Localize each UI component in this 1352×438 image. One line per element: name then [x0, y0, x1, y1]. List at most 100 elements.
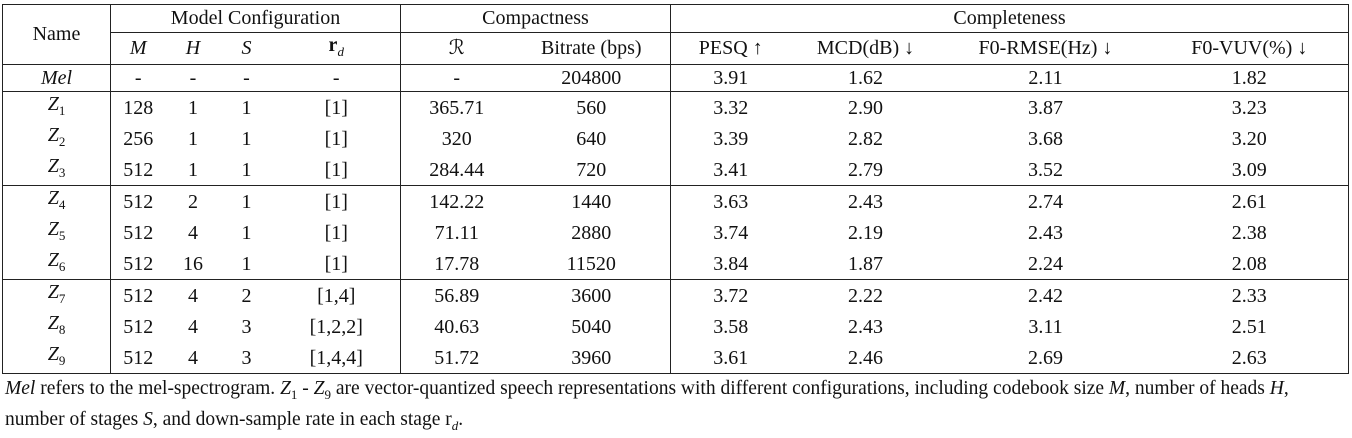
column-symbol: F0-VUV(%) ↓ — [1191, 37, 1308, 59]
caption-text: . — [458, 408, 464, 430]
name-base: Z — [47, 312, 59, 334]
table-cell: 1.87 — [790, 248, 941, 280]
table-cell: 3960 — [512, 342, 671, 374]
table-cell: 128 — [110, 91, 166, 123]
table-cell: 3.58 — [670, 311, 791, 342]
table-cell: 3 — [241, 315, 252, 338]
table-row: Z1 128 1 1 [1] 365.71 560 3.32 2.90 3.87 3.23 — [3, 91, 1349, 124]
column-symbol: F0-RMSE(Hz) ↓ — [978, 37, 1113, 59]
table-cell: 3.52 — [940, 154, 1151, 186]
name-subscript: 9 — [58, 353, 66, 368]
name-subscript: 2 — [58, 134, 66, 149]
column-header: rd — [272, 32, 401, 65]
column-header: F0-VUV(%) ↓ — [1150, 32, 1349, 65]
name-base: Z — [47, 249, 59, 271]
group-header: Name — [2, 4, 111, 65]
table-cell: 40.63 — [400, 311, 513, 342]
table-cell: [1,2,2] — [309, 315, 363, 338]
name-base: Z — [47, 218, 59, 240]
table-cell: 1 — [188, 127, 198, 150]
table-cell: 16 — [165, 248, 221, 280]
table-cell: 1 — [241, 190, 252, 213]
column-header: Bitrate (bps) — [512, 32, 671, 65]
table-cell: 3.72 — [670, 279, 791, 311]
row-name: Z1 — [3, 92, 111, 124]
row-name: Mel — [2, 64, 111, 92]
caption-text: , and down-sample rate in each stage r — [152, 408, 452, 430]
row-name: Z4 — [3, 186, 111, 218]
table-cell: 2.33 — [1231, 284, 1267, 307]
table-cell: 3.61 — [670, 342, 791, 374]
group-header: Model Configuration — [110, 4, 401, 33]
column-header: F0-RMSE(Hz) ↓ — [940, 32, 1151, 65]
table-cell: 512 — [110, 279, 166, 311]
caption-text: are vector-quantized speech representati… — [331, 378, 1109, 399]
table-cell: 56.89 — [400, 279, 513, 311]
table-cell: 2 — [188, 190, 198, 213]
caption-text: refers to the mel-spectrogram. — [35, 378, 281, 399]
row-name: Z6 — [2, 248, 111, 280]
column-symbol: S — [241, 37, 252, 59]
table-cell: 3.11 — [1028, 315, 1063, 338]
table-cell: 2.42 — [1028, 284, 1063, 307]
table-cell: 1440 — [571, 190, 612, 213]
table-cell: 1 — [220, 248, 273, 280]
table-cell: 4 — [188, 221, 198, 244]
table-cell: 1 — [220, 154, 273, 186]
table-cell: 2.51 — [1231, 315, 1267, 338]
table-cell: 3.87 — [1028, 96, 1063, 119]
row-name: Z2 — [3, 123, 111, 154]
table-cell: 720 — [512, 154, 671, 186]
table-cell: 5040 — [571, 315, 612, 338]
table-cell: 4 — [188, 284, 198, 307]
column-symbol: r — [328, 33, 338, 56]
table-cell: 1 — [241, 221, 252, 244]
results-table: Name Model Configuration Compactness Comple… — [2, 4, 1350, 374]
caption: Mel refers to the mel-spectrogram. Z1 - … — [2, 374, 1350, 438]
column-header: MCD(dB) ↓ — [790, 32, 941, 65]
table-cell: 4 — [165, 342, 221, 374]
table-cell: 3.74 — [670, 217, 791, 248]
table-row: Z2 256 1 1 [1] 320 640 3.39 2.82 3.68 3.20 — [3, 123, 1349, 154]
table-cell: 3 — [220, 342, 273, 374]
table-cell: 284.44 — [400, 154, 513, 186]
caption-text: H — [1269, 378, 1284, 399]
table-cell: 2.22 — [848, 284, 883, 307]
table-cell: [1] — [324, 221, 348, 244]
table-cell: [1] — [324, 96, 348, 119]
column-header: PESQ ↑ — [670, 32, 791, 65]
table-cell: 256 — [110, 123, 166, 154]
table-cell: 512 — [110, 154, 166, 186]
column-symbol: ℛ — [448, 37, 465, 59]
caption-text: , number of heads — [1125, 378, 1270, 399]
table-cell: 512 — [110, 311, 166, 342]
table-cell: 1 — [188, 96, 198, 119]
table-cell: 2.69 — [940, 342, 1151, 374]
table-cell: [1] — [272, 154, 401, 186]
caption-text: - — [297, 378, 314, 399]
table-cell: 2.43 — [848, 315, 883, 338]
table-cell: 1.82 — [1150, 64, 1349, 92]
table-cell: 2.74 — [1028, 190, 1063, 213]
table-cell: 3.84 — [670, 248, 791, 280]
table-cell: 2 — [241, 284, 252, 307]
table-cell: 365.71 — [400, 91, 513, 123]
column-symbol: PESQ ↑ — [698, 37, 763, 59]
name-base: Z — [47, 187, 59, 209]
name-subscript: 8 — [58, 322, 66, 337]
table-cell: 2.19 — [848, 221, 883, 244]
table-cell: 640 — [576, 127, 607, 150]
column-subscript: d — [337, 43, 344, 59]
table-cell: - — [220, 64, 273, 92]
column-symbol: M — [129, 37, 147, 59]
table-cell: 2.24 — [940, 248, 1151, 280]
table-cell: 2.79 — [790, 154, 941, 186]
column-header: ℛ — [400, 32, 513, 65]
table-cell: 3.91 — [670, 64, 791, 92]
row-name: Z9 — [2, 342, 111, 374]
caption-text: 1 — [290, 386, 298, 402]
table-row: Z6 512 16 1 [1] 17.78 11520 3.84 1.87 2.24 2.08 — [2, 248, 1349, 280]
caption-text: Z — [313, 378, 325, 399]
